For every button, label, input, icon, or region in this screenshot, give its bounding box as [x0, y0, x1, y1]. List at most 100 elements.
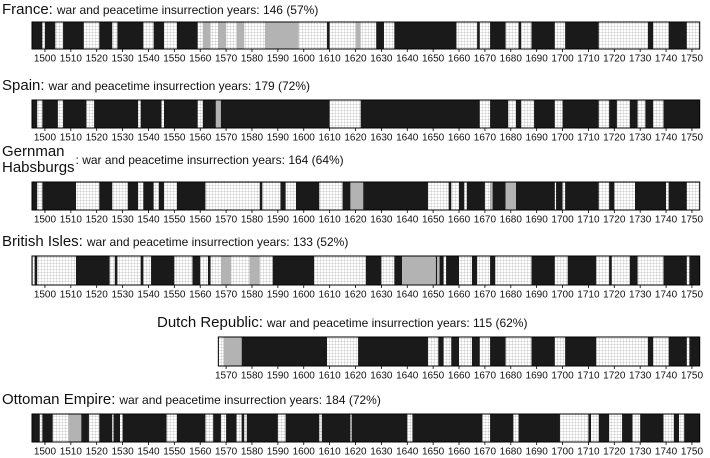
war-period [565, 337, 597, 366]
x-tick-label: 1680 [500, 371, 523, 382]
war-period [75, 256, 110, 285]
x-tick-label: 1750 [681, 447, 704, 458]
war-period [360, 100, 480, 128]
bar-frame [31, 413, 701, 443]
panel-title: Spain: [2, 77, 45, 94]
x-tick-label: 1500 [34, 447, 57, 458]
x-tick-label: 1710 [577, 133, 600, 144]
insurrection-period [218, 22, 227, 49]
x-tick-label: 1710 [577, 215, 600, 226]
war-period [565, 22, 599, 49]
x-tick-label: 1520 [86, 133, 109, 144]
war-period [556, 182, 563, 210]
war-period [192, 256, 201, 285]
war-period [32, 414, 40, 442]
x-tick-label: 1730 [629, 215, 652, 226]
war-period [448, 182, 452, 210]
war-period [202, 100, 330, 128]
war-period [668, 22, 687, 49]
x-tick-label: 1510 [60, 54, 83, 65]
x-tick-label: 1630 [370, 290, 393, 301]
war-period [565, 182, 599, 210]
x-tick-label: 1560 [189, 447, 212, 458]
x-tick-label: 1670 [474, 133, 497, 144]
war-period [689, 337, 700, 366]
war-period [567, 256, 597, 285]
x-tick-label: 1530 [111, 215, 134, 226]
x-tick-label: 1650 [422, 54, 445, 65]
war-period [327, 22, 330, 49]
x-tick-label: 1560 [189, 54, 212, 65]
x-tick-label: 1540 [137, 447, 160, 458]
x-tick-label: 1580 [241, 290, 264, 301]
war-period [446, 256, 460, 285]
panel-subtitle: war and peacetime insurrection years: 13… [86, 235, 348, 249]
x-tick-label: 1720 [603, 215, 626, 226]
x-tick-label: 1590 [267, 54, 290, 65]
war-period [629, 100, 638, 128]
x-tick-label: 1530 [111, 54, 134, 65]
x-tick-label: 1530 [111, 447, 134, 458]
war-period [114, 256, 118, 285]
x-tick-label: 1690 [526, 54, 549, 65]
war-period [518, 22, 522, 49]
x-tick-label: 1640 [396, 54, 419, 65]
x-tick-label: 1720 [603, 371, 626, 382]
x-tick-label: 1650 [422, 290, 445, 301]
insurrection-period [402, 256, 436, 285]
war-period [459, 182, 465, 210]
war-period [122, 414, 167, 442]
x-tick-label: 1550 [163, 54, 186, 65]
x-tick-label: 1730 [629, 290, 652, 301]
panel-title: France: [2, 1, 53, 18]
war-period [490, 22, 506, 49]
war-period [207, 256, 211, 285]
x-tick-label: 1740 [655, 371, 678, 382]
x-tick-label: 1540 [137, 290, 160, 301]
x-tick-label: 1730 [629, 371, 652, 382]
x-tick-label: 1670 [474, 290, 497, 301]
x-tick-label: 1550 [163, 290, 186, 301]
war-period [490, 256, 496, 285]
x-tick-label: 1520 [86, 54, 109, 65]
war-period [259, 182, 263, 210]
x-tick-label: 1660 [448, 290, 471, 301]
war-period [176, 414, 206, 442]
x-tick-label: 1640 [396, 215, 419, 226]
x-tick-label: 1720 [603, 447, 626, 458]
x-tick-label: 1620 [344, 133, 367, 144]
x-tick-label: 1710 [577, 54, 600, 65]
x-tick-label: 1700 [551, 290, 574, 301]
x-tick-label: 1570 [215, 447, 238, 458]
x-tick-label: 1750 [681, 371, 704, 382]
war-period [588, 414, 592, 442]
war-period [246, 414, 278, 442]
war-period [358, 337, 428, 366]
x-tick-label: 1720 [603, 133, 626, 144]
war-period [365, 256, 382, 285]
war-period [32, 100, 38, 128]
panel-title: Gernman [2, 143, 65, 160]
war-period [531, 22, 555, 49]
x-tick-label: 1600 [293, 54, 316, 65]
war-period [466, 182, 485, 210]
insurrection-period [220, 256, 232, 285]
insurrection-period [236, 22, 245, 49]
x-tick-label: 1520 [86, 215, 109, 226]
war-period [63, 100, 87, 128]
insurrection-period [223, 337, 242, 366]
x-tick-label: 1620 [344, 215, 367, 226]
war-period [351, 414, 408, 442]
war-period [81, 414, 89, 442]
x-tick-label: 1590 [267, 290, 290, 301]
x-tick-label: 1740 [655, 215, 678, 226]
war-period [42, 182, 76, 210]
war-period [32, 182, 38, 210]
x-tick-label: 1700 [551, 133, 574, 144]
war-period [42, 100, 58, 128]
x-tick-label: 1610 [318, 54, 341, 65]
x-tick-label: 1600 [293, 371, 316, 382]
war-period [609, 182, 615, 210]
x-tick-label: 1690 [526, 290, 549, 301]
